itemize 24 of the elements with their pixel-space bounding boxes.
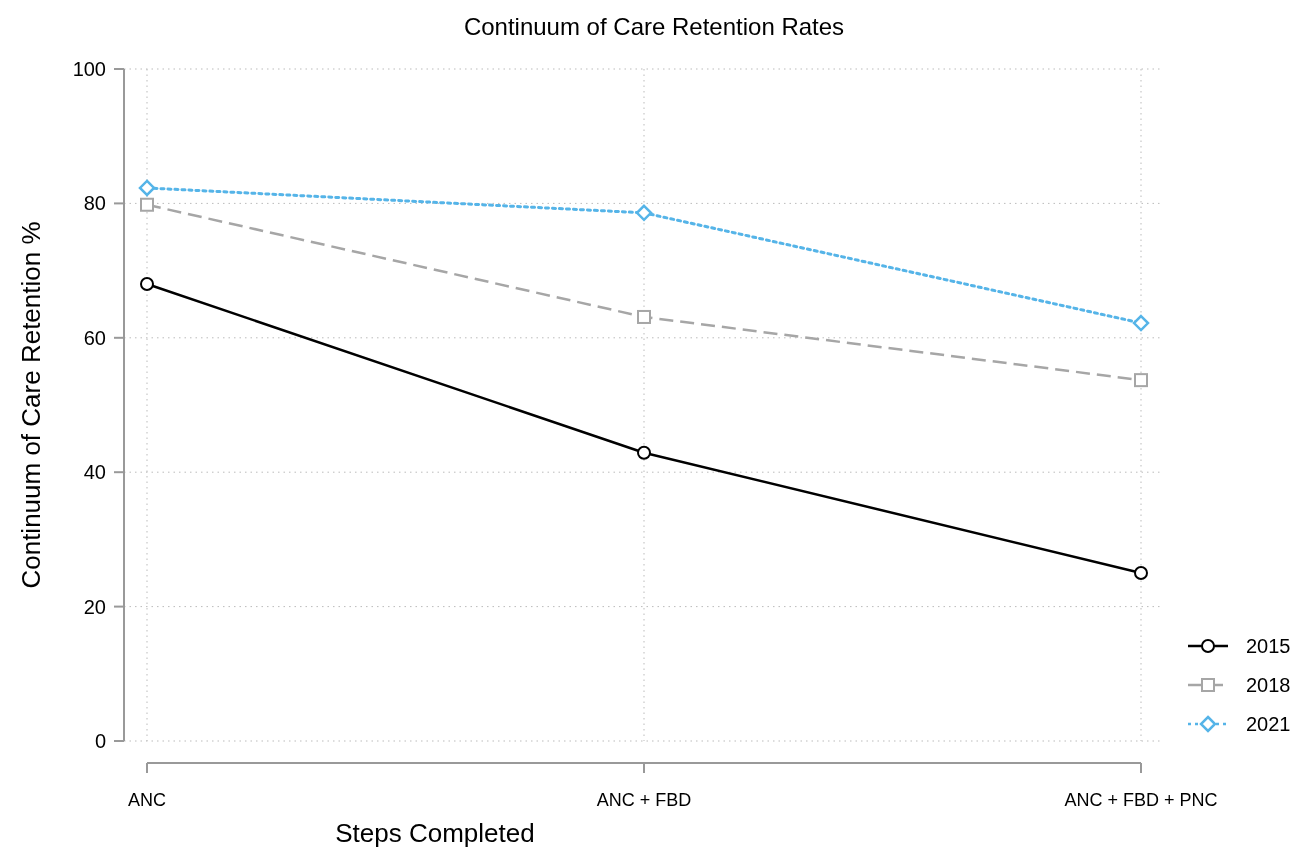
point (637, 309, 651, 324)
chart-title: Continuum of Care Retention Rates (463, 13, 845, 40)
x-axis-title: Steps Completed (335, 818, 535, 848)
y-tick-label: 20 (83, 595, 106, 618)
legend-label: 2018 (1246, 674, 1291, 696)
point (1134, 373, 1148, 388)
y-axis-title: Continuum of Care Retention % (16, 221, 46, 589)
point (138, 179, 156, 197)
y-tick-label: 40 (83, 461, 106, 484)
legend-label: 2015 (1246, 635, 1291, 657)
x-tick-label: ANC (127, 790, 167, 810)
point (140, 277, 154, 292)
point (1132, 314, 1150, 332)
legend-label: 2021 (1246, 713, 1291, 735)
x-tick-label: ANC + FBD (596, 790, 692, 810)
y-tick-label: 0 (94, 730, 106, 752)
point (1134, 566, 1148, 580)
point (637, 445, 651, 460)
y-tick-label: 100 (72, 58, 106, 80)
point (635, 204, 653, 222)
y-tick-label: 80 (83, 192, 106, 215)
y-tick-label: 60 (83, 326, 106, 349)
point (140, 197, 154, 212)
x-tick-label: ANC + FBD + PNC (1064, 790, 1218, 810)
